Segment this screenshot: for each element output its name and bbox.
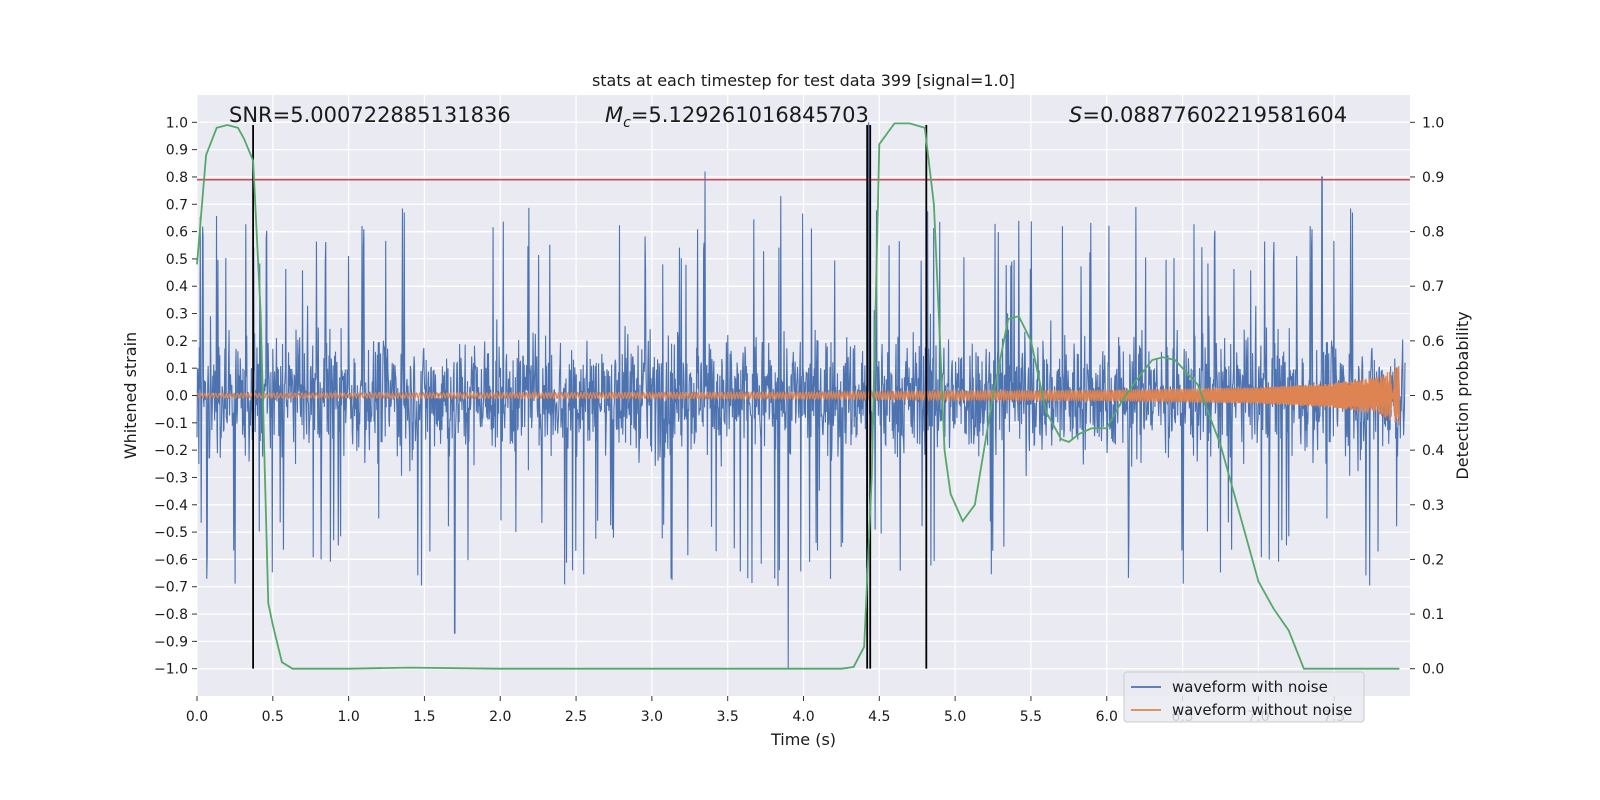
y2-axis-label: Detection probability [1453, 311, 1472, 479]
y-tick-label: 0.7 [166, 197, 188, 213]
y2-tick-label: 0.4 [1422, 443, 1444, 459]
y-tick-label: −0.8 [154, 607, 188, 623]
x-tick-label: 3.0 [641, 709, 663, 725]
y2-tick-label: 0.8 [1422, 225, 1444, 241]
y-tick-label: −0.1 [154, 416, 188, 432]
legend-label: waveform without noise [1172, 701, 1352, 719]
y-tick-label: 0.6 [166, 225, 188, 241]
y-tick-label: 0.2 [166, 334, 188, 350]
s-value: =0.08877602219581604 [1082, 103, 1347, 127]
y2-tick-label: 0.7 [1422, 279, 1444, 295]
y-tick-label: 0.3 [166, 307, 188, 323]
y-tick-label: 0.0 [166, 389, 188, 405]
y-tick-label: 0.1 [166, 361, 188, 377]
x-tick-label: 0.5 [262, 709, 284, 725]
x-tick-label: 5.0 [944, 709, 966, 725]
s-annotation: S=0.08877602219581604 [1069, 103, 1347, 127]
y-axis-label: Whitened strain [121, 332, 140, 459]
x-tick-label: 4.5 [868, 709, 890, 725]
overlay-lines [196, 122, 1410, 670]
y-tick-label: −0.7 [154, 580, 188, 596]
x-tick-label: 2.0 [489, 709, 511, 725]
mc-subscript: c [623, 115, 631, 131]
y-tick-label: −0.3 [154, 470, 188, 486]
x-axis-label: Time (s) [770, 730, 836, 749]
y2-tick-label: 0.5 [1422, 389, 1444, 405]
legend-box [1123, 671, 1365, 723]
y2-tick-label: 0.6 [1422, 334, 1444, 350]
y2-tick-label: 0.1 [1422, 607, 1444, 623]
s-symbol: S [1069, 103, 1082, 127]
y-tick-label: 0.8 [166, 170, 188, 186]
y2-tick-label: 1.0 [1422, 115, 1444, 131]
y2-tick-label: 0.9 [1422, 170, 1444, 186]
x-tick-label: 1.5 [413, 709, 435, 725]
legend: waveform with noise waveform without nois… [1123, 671, 1365, 723]
snr-annotation: SNR=5.000722885131836 [229, 103, 511, 127]
x-tick-label: 6.0 [1096, 709, 1118, 725]
y-tick-label: −1.0 [154, 662, 188, 678]
y-tick-label: −0.9 [154, 634, 188, 650]
mc-symbol: M [605, 103, 623, 127]
detection-probability-line [196, 122, 1400, 670]
y-tick-label: 0.4 [166, 279, 188, 295]
y2-tick-label: 0.2 [1422, 552, 1444, 568]
ticks: 0.00.51.01.52.02.53.03.54.04.55.05.56.06… [154, 115, 1444, 725]
y2-tick-label: 0.3 [1422, 498, 1444, 514]
y-tick-label: −0.4 [154, 498, 188, 514]
x-tick-label: 1.0 [337, 709, 359, 725]
y-tick-label: 0.9 [166, 143, 188, 159]
mc-value: =5.129261016845703 [631, 103, 869, 127]
x-tick-label: 0.0 [186, 709, 208, 725]
y2-tick-label: 0.0 [1422, 662, 1444, 678]
y-tick-label: −0.2 [154, 443, 188, 459]
x-tick-label: 4.0 [792, 709, 814, 725]
chart-title: stats at each timestep for test data 399… [592, 71, 1015, 90]
y-tick-label: −0.6 [154, 552, 188, 568]
legend-label: waveform with noise [1172, 678, 1328, 696]
x-tick-label: 3.5 [717, 709, 739, 725]
y-tick-label: 1.0 [166, 115, 188, 131]
y-tick-label: −0.5 [154, 525, 188, 541]
x-tick-label: 2.5 [565, 709, 587, 725]
x-tick-label: 5.5 [1020, 709, 1042, 725]
y-tick-label: 0.5 [166, 252, 188, 268]
mc-annotation: Mc=5.129261016845703 [605, 103, 869, 131]
